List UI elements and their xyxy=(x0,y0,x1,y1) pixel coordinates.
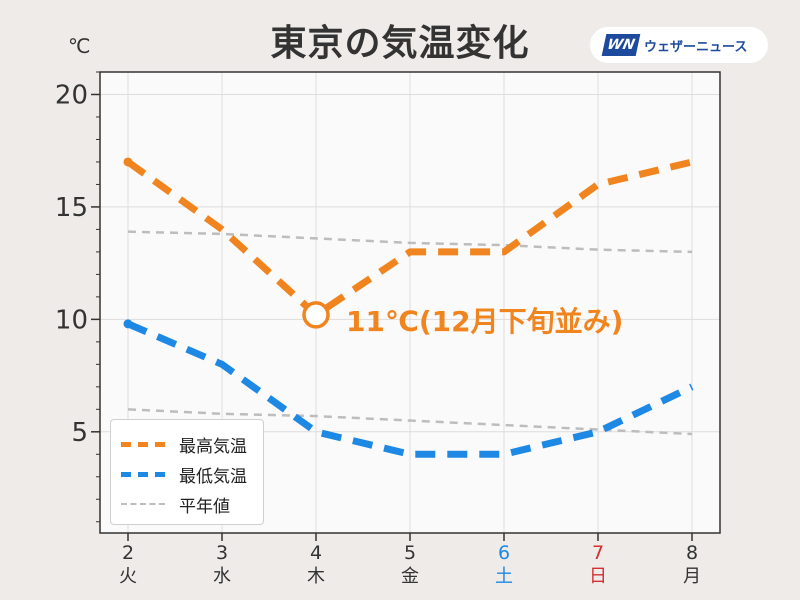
x-tick-label: 2 xyxy=(122,542,134,564)
brand-name: ウェザーニュース xyxy=(644,39,748,55)
series-line-min xyxy=(126,320,694,458)
x-tick-label: 5 xyxy=(404,542,416,564)
legend-swatch-min xyxy=(121,471,165,477)
x-tick-label: 4 xyxy=(310,542,322,564)
highlight-marker xyxy=(302,301,330,329)
chart-legend: 最高気温 最低気温 平年値 xyxy=(110,419,264,525)
legend-item-max: 最高気温 xyxy=(121,430,247,458)
brand-badge: WN ウェザーニュース xyxy=(590,27,768,63)
series-start-point xyxy=(123,157,133,167)
legend-label-min: 最低気温 xyxy=(179,466,247,487)
legend-label-max: 最高気温 xyxy=(179,436,247,457)
x-day-label: 木 xyxy=(307,566,325,587)
x-tick-label: 3 xyxy=(216,542,228,564)
y-tick-label: 5 xyxy=(71,418,88,448)
y-tick-label: 10 xyxy=(55,305,88,335)
y-tick-label: 20 xyxy=(55,80,88,110)
legend-label-normal: 平年値 xyxy=(179,496,230,517)
x-tick-label: 6 xyxy=(498,542,510,564)
series-line-max xyxy=(125,158,693,319)
legend-item-normal: 平年値 xyxy=(121,490,230,518)
series-line-normal xyxy=(127,408,693,436)
legend-item-min: 最低気温 xyxy=(121,460,247,488)
x-day-label: 水 xyxy=(213,566,231,587)
x-day-label: 火 xyxy=(119,566,137,587)
x-day-label: 土 xyxy=(495,566,513,587)
x-day-label: 月 xyxy=(683,566,701,587)
legend-swatch-normal xyxy=(121,503,165,505)
highlight-annotation: 11℃(12月下旬並み) xyxy=(346,305,624,338)
chart-title: 東京の気温変化 xyxy=(270,23,530,64)
y-axis-unit: ℃ xyxy=(68,34,91,58)
legend-swatch-max xyxy=(121,441,165,447)
y-tick-label: 15 xyxy=(55,193,88,223)
x-day-label: 日 xyxy=(589,566,607,587)
series-line-normal xyxy=(127,230,693,254)
x-day-label: 金 xyxy=(401,566,419,587)
series-start-point xyxy=(123,319,133,329)
x-tick-label: 8 xyxy=(686,542,698,564)
x-tick-label: 7 xyxy=(592,542,604,564)
